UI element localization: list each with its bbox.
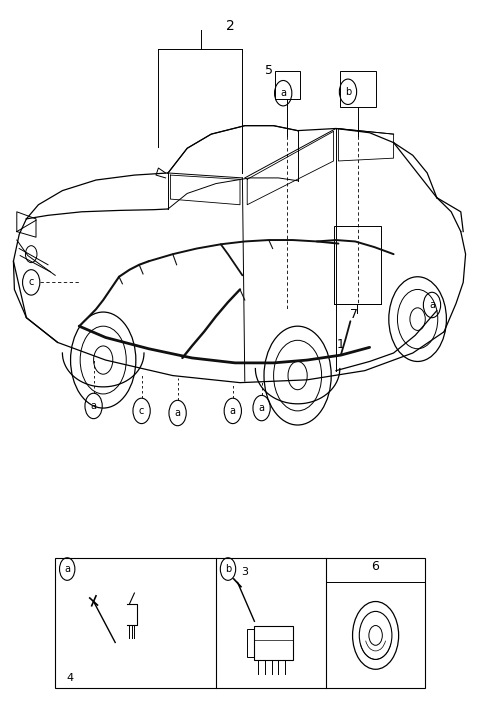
Text: b: b <box>225 564 231 574</box>
Bar <box>275 71 300 99</box>
Text: a: a <box>280 88 286 98</box>
Text: 7: 7 <box>350 308 358 321</box>
Text: a: a <box>91 401 96 411</box>
Text: 2: 2 <box>226 19 235 33</box>
Text: c: c <box>139 406 144 416</box>
Text: 6: 6 <box>372 561 379 573</box>
Text: c: c <box>28 277 34 287</box>
Bar <box>55 558 425 688</box>
Text: a: a <box>175 408 180 418</box>
Text: 1: 1 <box>337 338 345 351</box>
Text: 4: 4 <box>66 673 73 683</box>
Text: a: a <box>64 564 70 574</box>
Text: a: a <box>259 403 264 413</box>
Text: 5: 5 <box>265 64 273 77</box>
Bar <box>334 226 381 304</box>
Text: b: b <box>345 87 351 97</box>
Bar <box>247 630 254 657</box>
Text: 3: 3 <box>241 567 248 577</box>
Bar <box>254 626 293 660</box>
Text: a: a <box>429 300 435 310</box>
Text: a: a <box>230 406 236 416</box>
Bar <box>340 71 376 107</box>
